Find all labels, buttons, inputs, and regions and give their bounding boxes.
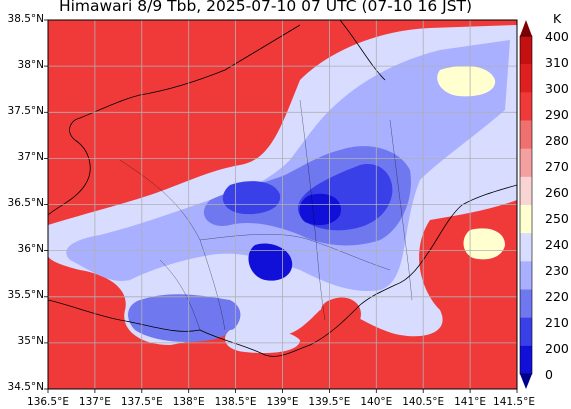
colorbar-band — [520, 92, 532, 121]
y-tick-label: 34.5°N — [7, 381, 44, 393]
y-tick-label: 36.5°N — [7, 197, 44, 209]
y-tick-label: 38°N — [17, 59, 44, 71]
colorbar-band — [520, 148, 532, 178]
colorbar-tick-label: 0 — [545, 367, 553, 382]
x-tick-label: 140.5°E — [402, 396, 445, 408]
colorbar-band — [520, 317, 532, 347]
colorbar-tick-label: 240 — [545, 237, 569, 252]
y-tick-label: 36°N — [17, 243, 44, 255]
colorbar-unit: K — [553, 11, 562, 26]
x-tick-label: 137.5°E — [120, 396, 163, 408]
x-tick-label: 139°E — [266, 396, 299, 408]
colorbar-tick-label: 260 — [545, 185, 569, 200]
y-tick-label: 37°N — [17, 151, 44, 163]
colorbar-tick-label: 310 — [545, 55, 569, 70]
x-tick-label: 140°E — [360, 396, 393, 408]
colorbar-tick-label: 250 — [545, 211, 569, 226]
colorbar-tick-label: 220 — [545, 289, 569, 304]
colorbar-tick-label: 300 — [545, 81, 569, 96]
colorbar-tick-label: 290 — [545, 107, 569, 122]
prefecture-borders — [119, 99, 413, 331]
colorbar-tick-label: 270 — [545, 159, 569, 174]
colorbar-extend-top — [520, 20, 532, 36]
y-tick-label: 38.5°N — [7, 13, 44, 25]
colorbar-band — [520, 64, 532, 93]
y-tick-label: 37.5°N — [7, 105, 44, 117]
colorbar-band — [520, 345, 532, 375]
colorbar-extend-bottom — [520, 374, 532, 389]
colorbar-tick-label: 400 — [545, 29, 569, 44]
x-tick-label: 136.5°E — [27, 396, 69, 408]
colorbar-tick-label: 230 — [545, 263, 569, 278]
colorbar-tick-label: 280 — [545, 133, 569, 148]
x-tick-label: 138°E — [172, 396, 205, 408]
y-tick-label: 35°N — [17, 335, 44, 347]
gridlines — [48, 20, 517, 389]
x-tick-label: 138.5°E — [214, 396, 257, 408]
colorbar-band — [520, 261, 532, 290]
x-tick-label: 137°E — [78, 396, 111, 408]
x-tick-label: 141°E — [454, 396, 487, 408]
colorbar-band — [520, 176, 532, 206]
colorbar-band — [520, 205, 532, 234]
colorbar-band — [520, 120, 532, 149]
x-tick-label: 139.5°E — [308, 396, 351, 408]
colorbar-band — [520, 233, 532, 262]
y-tick-label: 35.5°N — [7, 289, 44, 301]
x-tick-label: 141.5°E — [493, 396, 535, 408]
colorbar-band — [520, 289, 532, 318]
colorbar-tick-label: 210 — [545, 315, 569, 330]
colorbar-tick-label: 200 — [545, 341, 569, 356]
axis-tick-marks — [44, 19, 518, 393]
map-title: Himawari 8/9 Tbb, 2025-07-10 07 UTC (07-… — [58, 0, 473, 15]
colorbar — [519, 20, 533, 389]
colorbar-band — [520, 36, 532, 65]
